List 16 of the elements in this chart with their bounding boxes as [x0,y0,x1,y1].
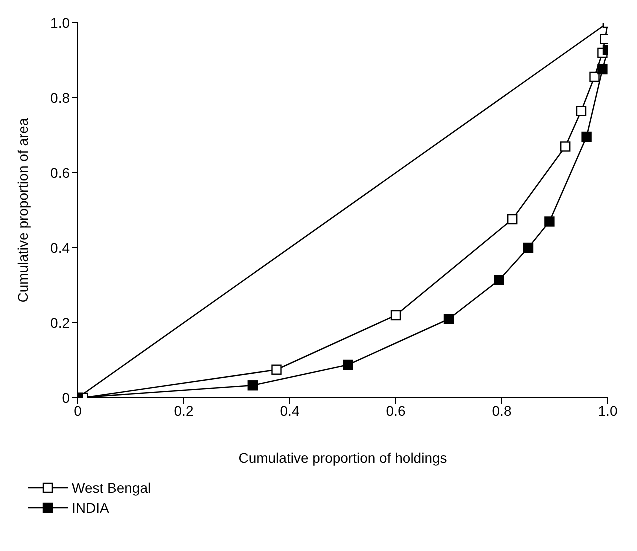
x-tick-label: 0.4 [280,402,300,419]
y-tick-label: 0.6 [50,164,70,181]
legend-label: West Bengal [72,480,152,496]
x-tick-label: 0.8 [492,402,512,419]
y-tick-label: 0.4 [50,240,70,256]
y-tick-label: 1.0 [50,14,70,31]
y-tick-label: 0.8 [50,90,70,106]
legend-label: INDIA [72,500,110,516]
y-axis-title: Cumulative proportion of area [14,118,31,303]
y-tick-label: 0 [62,390,70,406]
x-tick-label: 0.6 [386,402,406,419]
x-tick-label: 1.0 [598,402,618,419]
x-tick-label: 0 [74,402,82,419]
y-tick-label: 0.2 [50,314,70,331]
x-axis-title: Cumulative proportion of holdings [238,450,448,466]
x-tick-label: 0.2 [174,402,194,419]
